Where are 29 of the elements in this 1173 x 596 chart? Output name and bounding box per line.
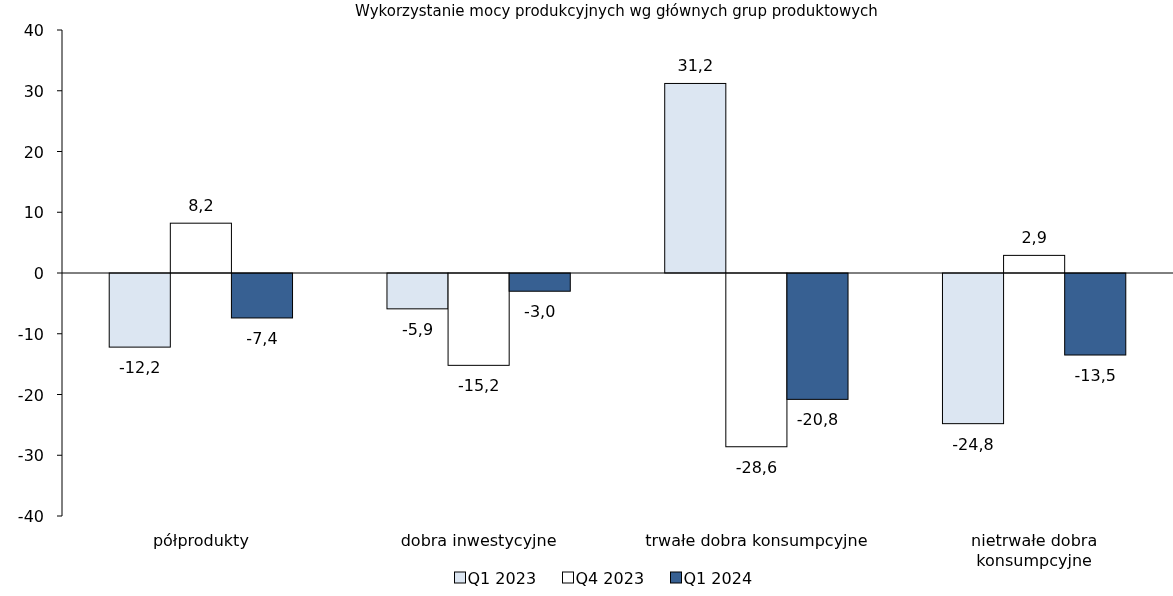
data-label: 2,9 <box>1021 228 1047 248</box>
x-tick-label: trwałe dobra konsumpcyjne <box>645 531 868 550</box>
data-label: -15,2 <box>457 376 500 396</box>
y-tick-label: -20 <box>17 385 44 405</box>
data-label: -7,4 <box>246 328 278 348</box>
y-tick-label: 40 <box>23 21 44 40</box>
y-tick-label: -10 <box>17 324 44 344</box>
x-tick-label: dobra inwestycyjne <box>400 531 557 550</box>
data-label: -3,0 <box>524 302 556 322</box>
y-tick-label: -40 <box>17 507 44 526</box>
data-label: 31,2 <box>677 56 714 76</box>
y-tick-label: 0 <box>33 264 44 283</box>
y-tick-label: 20 <box>23 142 44 162</box>
data-label: 8,2 <box>188 196 214 216</box>
legend-label: Q1 2024 <box>683 569 753 588</box>
legend-label: Q4 2023 <box>575 569 645 588</box>
legend-label: Q1 2023 <box>467 569 537 588</box>
y-tick-label: -30 <box>17 446 44 466</box>
y-tick-label: 10 <box>23 203 44 223</box>
data-label: -24,8 <box>952 434 994 454</box>
y-tick-label: 30 <box>23 81 44 101</box>
data-label: -20,8 <box>796 410 839 430</box>
x-tick-label: półprodukty <box>152 531 249 550</box>
data-label: -12,2 <box>119 358 161 378</box>
x-tick-label: nietrwałe dobra konsumpcyjne <box>971 531 1098 570</box>
chart-title: Wykorzystanie mocy produkcyjnych wg głównych grup produktowych <box>355 2 878 20</box>
data-label: -28,6 <box>735 457 778 477</box>
data-label: -13,5 <box>1074 366 1116 386</box>
data-label: -5,9 <box>401 319 434 339</box>
